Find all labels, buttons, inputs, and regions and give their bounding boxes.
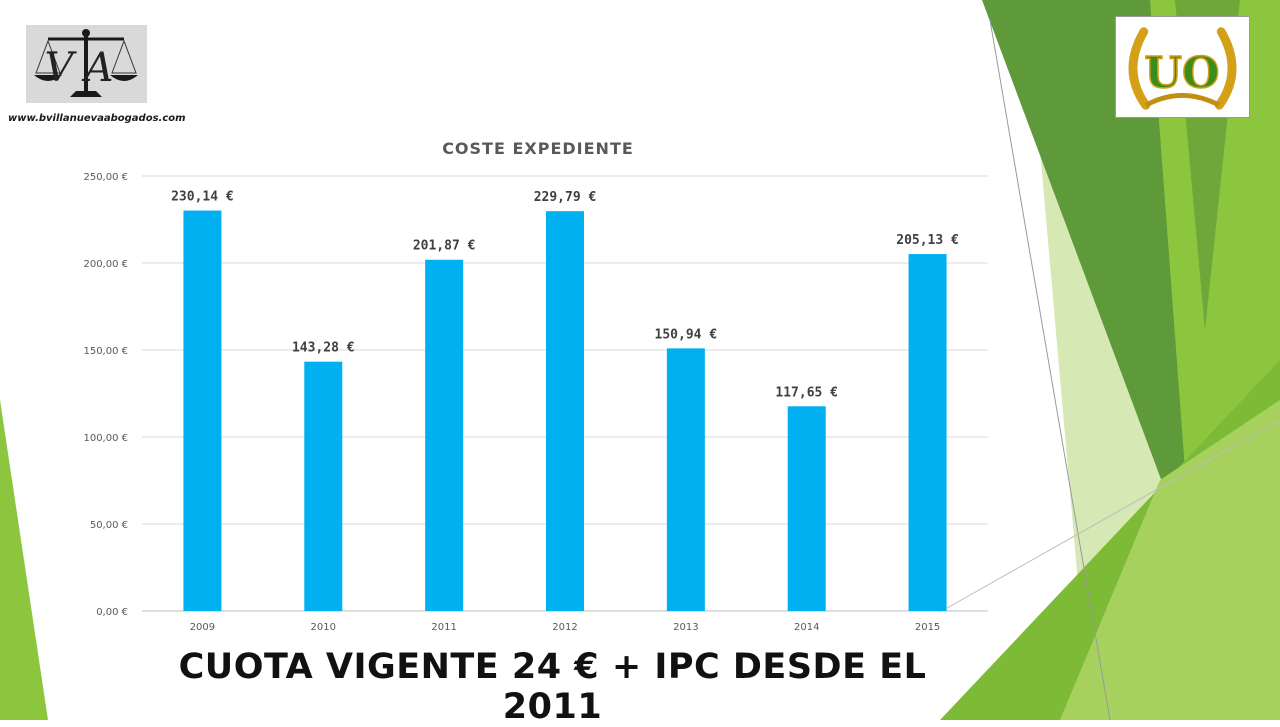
bars	[183, 210, 947, 612]
bottom-right-light-shape	[1060, 400, 1280, 720]
bar	[908, 254, 947, 612]
law-firm-logo: VA	[26, 25, 147, 103]
y-tick-label: 250,00 €	[83, 172, 128, 183]
decor-line	[939, 419, 1280, 613]
data-label: 143,28 €	[292, 341, 355, 356]
x-tick-label: 2011	[431, 622, 456, 633]
scales-of-justice-icon: VA	[34, 29, 138, 97]
x-tick-label: 2015	[915, 622, 940, 633]
bar	[304, 361, 343, 611]
bar	[183, 210, 222, 611]
logo-initials: VA	[44, 45, 127, 91]
bar	[666, 348, 705, 611]
x-tick-label: 2013	[673, 622, 698, 633]
data-label: 150,94 €	[655, 327, 718, 342]
y-tick-label: 50,00 €	[90, 520, 128, 531]
y-tick-label: 100,00 €	[83, 433, 128, 444]
x-tick-label: 2012	[552, 622, 577, 633]
website-url: www.bvillanuevaabogados.com	[8, 113, 186, 124]
bar	[787, 406, 826, 611]
logo-initials: UO	[1144, 49, 1219, 99]
y-tick-label: 0,00 €	[96, 607, 128, 618]
data-label: 117,65 €	[775, 385, 838, 400]
chart-title: COSTE EXPEDIENTE	[442, 139, 634, 158]
left-green-triangle	[0, 400, 48, 720]
decor-line	[989, 19, 1111, 720]
y-axis-tick-labels: 0,00 € 50,00 € 100,00 € 150,00 € 200,00 € 250…	[83, 172, 128, 618]
y-tick-label: 200,00 €	[83, 259, 128, 270]
footer-headline: CUOTA VIGENTE 24 € + IPC DESDE EL 2011	[178, 647, 927, 727]
x-tick-label: 2014	[794, 622, 819, 633]
y-tick-label: 150,00 €	[83, 346, 128, 357]
university-logo: UO	[1115, 16, 1250, 118]
x-axis-tick-labels: 2009 2010 2011 2012 2013 2014 2015	[190, 622, 941, 633]
x-tick-label: 2010	[311, 622, 336, 633]
data-label: 205,13 €	[896, 233, 959, 248]
data-label: 201,87 €	[413, 239, 476, 254]
right-dark-shape	[982, 0, 1215, 530]
data-labels: 230,14 € 143,28 € 201,87 € 229,79 € 150,94 €…	[171, 190, 959, 401]
bar	[425, 259, 464, 611]
x-tick-label: 2009	[190, 622, 215, 633]
data-label: 229,79 €	[534, 190, 597, 205]
laurel-wreath-icon: UO	[1128, 27, 1237, 110]
bar	[546, 211, 584, 611]
data-label: 230,14 €	[171, 190, 234, 205]
